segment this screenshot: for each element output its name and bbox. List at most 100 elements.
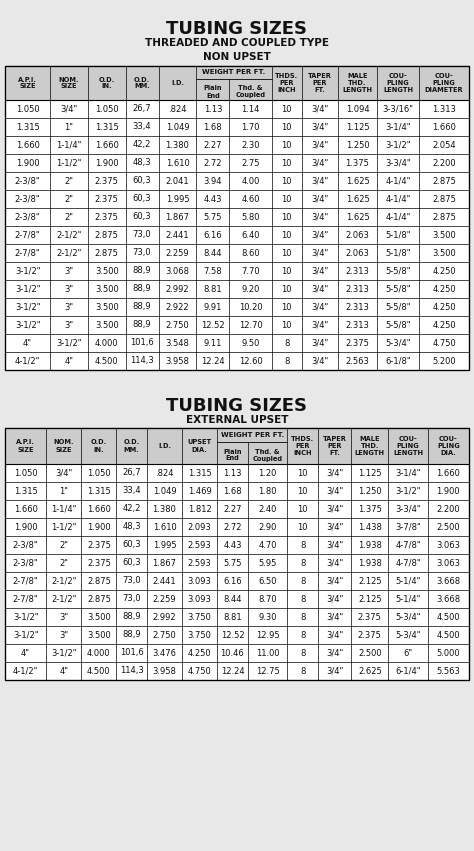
Text: 60,3: 60,3 — [133, 176, 151, 186]
Text: 4-1/2": 4-1/2" — [15, 357, 40, 365]
Text: 3": 3" — [59, 631, 68, 639]
Text: 1.867: 1.867 — [153, 558, 176, 568]
Text: 2.375: 2.375 — [358, 631, 382, 639]
Text: 4.00: 4.00 — [241, 176, 260, 186]
Text: 1.050: 1.050 — [87, 469, 111, 477]
Text: 10: 10 — [297, 487, 308, 495]
Text: 2.259: 2.259 — [166, 248, 189, 258]
Text: 2.875: 2.875 — [432, 176, 456, 186]
Text: 3.668: 3.668 — [437, 595, 460, 603]
Text: 1.660: 1.660 — [87, 505, 111, 513]
Text: 3/4": 3/4" — [311, 248, 328, 258]
Text: 42,2: 42,2 — [122, 505, 141, 513]
Text: 3-1/2": 3-1/2" — [15, 321, 40, 329]
Text: 2": 2" — [64, 176, 73, 186]
Text: A.P.I.
SIZE: A.P.I. SIZE — [18, 77, 37, 89]
Text: 5-5/8": 5-5/8" — [385, 266, 411, 276]
Text: 3.500: 3.500 — [432, 231, 456, 239]
Text: 4-7/8": 4-7/8" — [395, 540, 421, 550]
Bar — [5, 428, 469, 464]
Text: 2.125: 2.125 — [358, 576, 382, 585]
Text: 2.041: 2.041 — [166, 176, 189, 186]
Text: 3-3/4": 3-3/4" — [385, 158, 411, 168]
Text: 1.14: 1.14 — [241, 105, 260, 113]
Text: 9.11: 9.11 — [204, 339, 222, 347]
Text: 2.441: 2.441 — [166, 231, 189, 239]
Text: 2.72: 2.72 — [204, 158, 222, 168]
Text: 1-1/2": 1-1/2" — [51, 523, 76, 532]
Text: 10: 10 — [282, 248, 292, 258]
Text: 10: 10 — [282, 140, 292, 150]
Text: 3/4": 3/4" — [326, 666, 343, 676]
Text: 1.70: 1.70 — [241, 123, 260, 132]
Text: 3.958: 3.958 — [153, 666, 176, 676]
Text: NON UPSET: NON UPSET — [203, 52, 271, 62]
Text: 88,9: 88,9 — [122, 613, 141, 621]
Text: 12.60: 12.60 — [239, 357, 263, 365]
Text: O.D.
MM.: O.D. MM. — [134, 77, 150, 89]
Text: 8: 8 — [300, 558, 305, 568]
Text: 1.050: 1.050 — [14, 469, 37, 477]
Text: 9.91: 9.91 — [204, 302, 222, 311]
Text: 1.900: 1.900 — [87, 523, 111, 532]
Text: 4.250: 4.250 — [432, 266, 456, 276]
Text: 8: 8 — [284, 339, 290, 347]
Text: 6.16: 6.16 — [223, 576, 242, 585]
Text: 3/4": 3/4" — [326, 613, 343, 621]
Text: 3/4": 3/4" — [311, 302, 328, 311]
Text: O.D.
IN.: O.D. IN. — [99, 77, 115, 89]
Text: 5.000: 5.000 — [437, 648, 460, 658]
Text: 4-1/4": 4-1/4" — [385, 213, 411, 221]
Text: I.D.: I.D. — [158, 443, 171, 449]
Text: 3": 3" — [64, 266, 73, 276]
Text: 1.660: 1.660 — [432, 123, 456, 132]
Text: 1.13: 1.13 — [223, 469, 242, 477]
Text: 3-1/2": 3-1/2" — [395, 487, 421, 495]
Text: 3.750: 3.750 — [188, 613, 211, 621]
Text: 88,9: 88,9 — [133, 284, 151, 294]
Text: 2.90: 2.90 — [258, 523, 277, 532]
Text: 1.900: 1.900 — [16, 158, 39, 168]
Text: 2-7/8": 2-7/8" — [15, 248, 40, 258]
Text: 1.050: 1.050 — [16, 105, 39, 113]
Text: COU-
PLING
DIAMETER: COU- PLING DIAMETER — [425, 73, 464, 93]
Bar — [5, 66, 469, 370]
Text: 10: 10 — [282, 213, 292, 221]
Text: 101,6: 101,6 — [130, 339, 154, 347]
Text: 1.995: 1.995 — [153, 540, 176, 550]
Text: NOM.
SIZE: NOM. SIZE — [59, 77, 79, 89]
Text: 1.610: 1.610 — [165, 158, 190, 168]
Text: 8: 8 — [284, 357, 290, 365]
Text: .824: .824 — [168, 105, 187, 113]
Text: 2.922: 2.922 — [166, 302, 189, 311]
Text: COU-
PLING
LENGTH: COU- PLING LENGTH — [393, 436, 423, 456]
Text: 2-7/8": 2-7/8" — [13, 576, 38, 585]
Text: 10: 10 — [282, 195, 292, 203]
Text: 7.58: 7.58 — [204, 266, 222, 276]
Text: 4.250: 4.250 — [188, 648, 211, 658]
Text: 12.24: 12.24 — [220, 666, 244, 676]
Text: 60,3: 60,3 — [133, 213, 151, 221]
Text: Plain
End: Plain End — [204, 85, 222, 99]
Text: 4.43: 4.43 — [223, 540, 242, 550]
Text: 1-1/2": 1-1/2" — [56, 158, 82, 168]
Text: 2-3/8": 2-3/8" — [13, 558, 38, 568]
Text: 4.500: 4.500 — [95, 357, 118, 365]
Text: 5-5/8": 5-5/8" — [385, 284, 411, 294]
Text: 2-1/2": 2-1/2" — [51, 576, 76, 585]
Text: 2.125: 2.125 — [358, 595, 382, 603]
Text: 10: 10 — [282, 284, 292, 294]
Text: 3/4": 3/4" — [326, 523, 343, 532]
Text: 1.13: 1.13 — [204, 105, 222, 113]
Text: THREADED AND COUPLED TYPE: THREADED AND COUPLED TYPE — [145, 38, 329, 48]
Text: 1.250: 1.250 — [358, 487, 382, 495]
Text: 3.063: 3.063 — [437, 558, 460, 568]
Text: 4.750: 4.750 — [432, 339, 456, 347]
Text: 2.875: 2.875 — [432, 213, 456, 221]
Text: 2.992: 2.992 — [166, 284, 189, 294]
Text: 5.563: 5.563 — [437, 666, 460, 676]
Text: 3/4": 3/4" — [311, 140, 328, 150]
Text: 2.375: 2.375 — [95, 176, 118, 186]
Text: 6.50: 6.50 — [258, 576, 277, 585]
Text: 1.900: 1.900 — [437, 487, 460, 495]
